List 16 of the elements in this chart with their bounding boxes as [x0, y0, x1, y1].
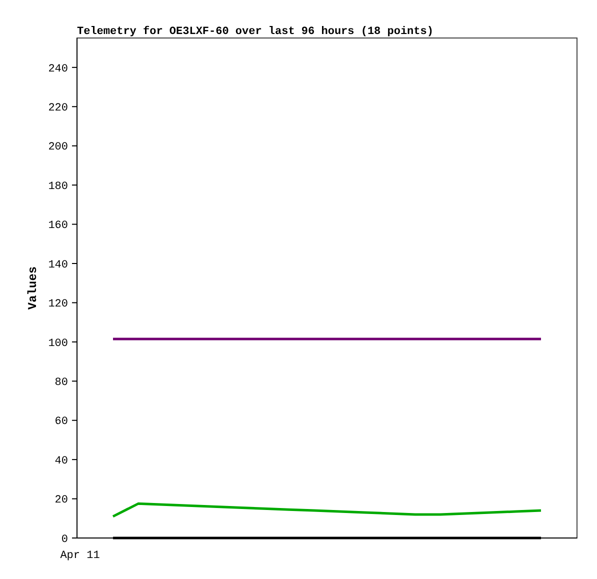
y-tick-label: 20 — [54, 494, 68, 507]
y-tick-label: 80 — [54, 376, 68, 389]
y-tick-label: 180 — [48, 180, 68, 193]
chart-title: Telemetry for OE3LXF-60 over last 96 hours (18 points) — [77, 25, 434, 38]
y-tick-label: 60 — [54, 416, 68, 428]
y-tick-label: 140 — [48, 259, 68, 272]
y-tick-label: 40 — [54, 455, 68, 468]
y-tick-label: 220 — [48, 102, 68, 114]
y-axis-title: Values — [26, 266, 40, 310]
y-tick-label: 240 — [48, 63, 68, 76]
y-tick-label: 200 — [48, 142, 68, 154]
y-tick-label: 100 — [48, 338, 68, 350]
y-tick-label: 160 — [48, 220, 68, 232]
y-tick-label: 120 — [48, 298, 68, 311]
y-tick-label: 0 — [61, 534, 68, 546]
text: Apr 11 — [60, 550, 100, 562]
